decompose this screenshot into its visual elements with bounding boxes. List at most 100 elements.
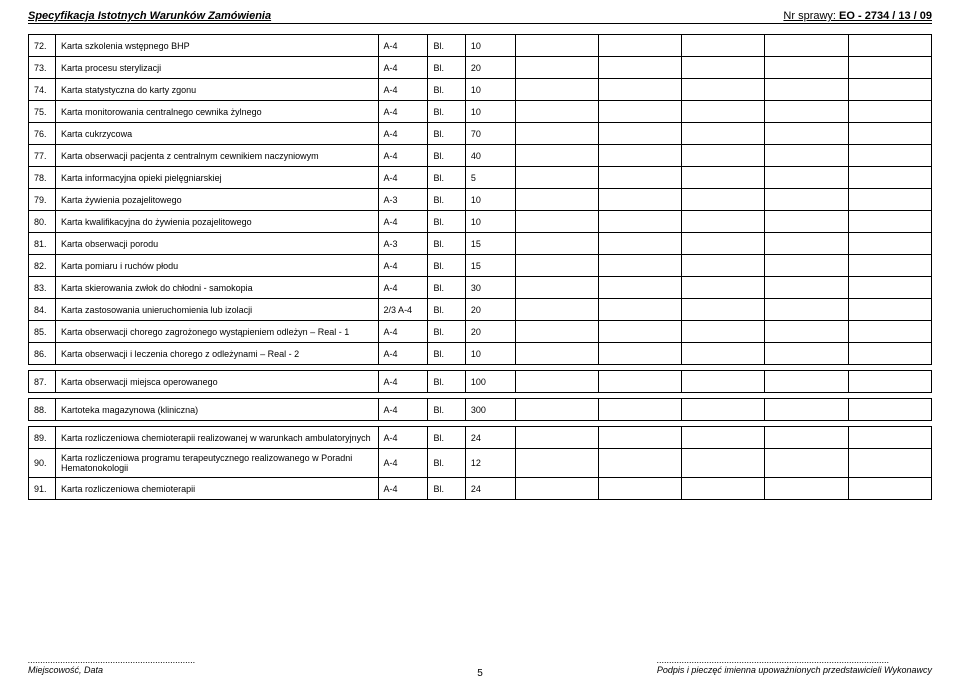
row-format: A-4 [378, 35, 428, 57]
row-unit: Bl. [428, 449, 465, 478]
row-empty [765, 478, 848, 500]
header-title: Specyfikacja Istotnych Warunków Zamówien… [28, 10, 271, 22]
row-number: 74. [29, 79, 56, 101]
row-empty [848, 277, 931, 299]
row-empty [848, 189, 931, 211]
row-empty [682, 299, 765, 321]
row-format: A-4 [378, 101, 428, 123]
row-empty [682, 233, 765, 255]
row-empty [515, 145, 598, 167]
row-empty [682, 371, 765, 393]
row-empty [599, 343, 682, 365]
row-empty [599, 123, 682, 145]
row-unit: Bl. [428, 123, 465, 145]
row-unit: Bl. [428, 321, 465, 343]
row-empty [682, 57, 765, 79]
row-empty [848, 427, 931, 449]
row-empty [599, 57, 682, 79]
table-row: 83.Karta skierowania zwłok do chłodni - … [29, 277, 932, 299]
row-description: Karta obserwacji chorego zagrożonego wys… [56, 321, 379, 343]
row-number: 75. [29, 101, 56, 123]
table-row: 84.Karta zastosowania unieruchomienia lu… [29, 299, 932, 321]
row-empty [515, 233, 598, 255]
row-empty [515, 255, 598, 277]
row-empty [515, 167, 598, 189]
row-unit: Bl. [428, 277, 465, 299]
table-row: 78.Karta informacyjna opieki pielęgniars… [29, 167, 932, 189]
row-description: Karta rozliczeniowa chemioterapii realiz… [56, 427, 379, 449]
row-empty [848, 371, 931, 393]
row-empty [682, 449, 765, 478]
row-empty [599, 299, 682, 321]
table-row: 74.Karta statystyczna do karty zgonuA-4B… [29, 79, 932, 101]
row-empty [765, 57, 848, 79]
row-empty [765, 211, 848, 233]
row-description: Karta rozliczeniowa programu terapeutycz… [56, 449, 379, 478]
row-empty [848, 57, 931, 79]
row-number: 72. [29, 35, 56, 57]
row-empty [765, 145, 848, 167]
row-description: Karta żywienia pozajelitowego [56, 189, 379, 211]
row-quantity: 24 [465, 427, 515, 449]
row-empty [599, 371, 682, 393]
footer-left-label: Miejscowość, Data [28, 665, 196, 675]
table-row: 73.Karta procesu sterylizacjiA-4Bl.20 [29, 57, 932, 79]
row-description: Karta szkolenia wstępnego BHP [56, 35, 379, 57]
table-row: 88.Kartoteka magazynowa (kliniczna)A-4Bl… [29, 399, 932, 421]
row-unit: Bl. [428, 427, 465, 449]
row-empty [599, 167, 682, 189]
row-quantity: 15 [465, 255, 515, 277]
row-empty [599, 449, 682, 478]
row-quantity: 70 [465, 123, 515, 145]
table-row: 90.Karta rozliczeniowa programu terapeut… [29, 449, 932, 478]
row-format: A-3 [378, 233, 428, 255]
row-format: A-4 [378, 167, 428, 189]
table-row: 87.Karta obserwacji miejsca operowanegoA… [29, 371, 932, 393]
row-format: 2/3 A-4 [378, 299, 428, 321]
row-empty [765, 343, 848, 365]
row-format: A-4 [378, 343, 428, 365]
row-quantity: 300 [465, 399, 515, 421]
row-unit: Bl. [428, 57, 465, 79]
row-number: 82. [29, 255, 56, 277]
row-empty [848, 255, 931, 277]
row-empty [682, 123, 765, 145]
row-empty [848, 299, 931, 321]
row-format: A-4 [378, 399, 428, 421]
row-empty [848, 233, 931, 255]
row-empty [848, 449, 931, 478]
row-number: 73. [29, 57, 56, 79]
row-empty [765, 449, 848, 478]
row-empty [765, 233, 848, 255]
table-row: 79.Karta żywienia pozajelitowegoA-3Bl.10 [29, 189, 932, 211]
row-number: 88. [29, 399, 56, 421]
row-quantity: 10 [465, 211, 515, 233]
row-description: Karta rozliczeniowa chemioterapii [56, 478, 379, 500]
row-empty [682, 399, 765, 421]
row-number: 84. [29, 299, 56, 321]
document-header: Specyfikacja Istotnych Warunków Zamówien… [28, 10, 932, 24]
row-empty [765, 79, 848, 101]
table-row: 76.Karta cukrzycowaA-4Bl.70 [29, 123, 932, 145]
row-quantity: 100 [465, 371, 515, 393]
row-empty [515, 371, 598, 393]
row-quantity: 20 [465, 299, 515, 321]
row-empty [515, 321, 598, 343]
row-empty [765, 189, 848, 211]
row-number: 78. [29, 167, 56, 189]
row-empty [765, 101, 848, 123]
row-empty [682, 101, 765, 123]
row-empty [765, 427, 848, 449]
row-empty [848, 343, 931, 365]
row-description: Kartoteka magazynowa (kliniczna) [56, 399, 379, 421]
row-empty [682, 189, 765, 211]
row-number: 80. [29, 211, 56, 233]
table-row: 75.Karta monitorowania centralnego cewni… [29, 101, 932, 123]
row-empty [848, 79, 931, 101]
table-row: 81.Karta obserwacji poroduA-3Bl.15 [29, 233, 932, 255]
row-description: Karta monitorowania centralnego cewnika … [56, 101, 379, 123]
table-row: 82.Karta pomiaru i ruchów płoduA-4Bl.15 [29, 255, 932, 277]
row-description: Karta obserwacji miejsca operowanego [56, 371, 379, 393]
row-number: 77. [29, 145, 56, 167]
row-empty [765, 371, 848, 393]
